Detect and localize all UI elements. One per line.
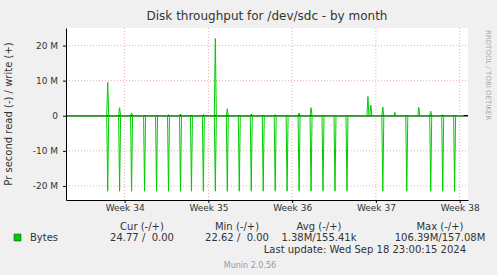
legend-column-value: 24.77 / 0.00 xyxy=(110,232,174,243)
y-tick: -10 M xyxy=(33,146,66,156)
grid-line-x xyxy=(375,28,376,200)
y-tick-label: -10 M xyxy=(33,146,58,156)
x-axis-line xyxy=(67,200,469,201)
x-tick-label: Week 37 xyxy=(357,203,396,213)
x-tick: Week 34 xyxy=(106,200,145,213)
chart: -20 M -10 M 0 10 M 20 M Week 34 Week 35 Week 36… xyxy=(0,0,497,275)
y-tick-mark xyxy=(63,116,66,117)
x-tick-label: Week 34 xyxy=(106,203,145,213)
x-tick-label: Week 35 xyxy=(189,203,228,213)
y-tick-mark xyxy=(63,186,66,187)
watermark: RRDTOOL / TOBI OETIKER xyxy=(484,30,492,120)
x-tick: Week 36 xyxy=(273,200,312,213)
last-update: Last update: Wed Sep 18 23:00:15 2024 xyxy=(264,244,466,255)
legend-column-header: Cur (-/+) xyxy=(120,221,164,232)
grid-line-x xyxy=(124,28,125,200)
x-tick: Week 35 xyxy=(189,200,228,213)
x-axis: Week 34 Week 35 Week 36 Week 37 Week 38 xyxy=(67,200,480,213)
y-tick: 20 M xyxy=(36,41,66,51)
grid-line-y xyxy=(66,185,468,186)
grid-line-x xyxy=(292,28,293,200)
y-tick: -20 M xyxy=(33,181,66,191)
legend-column-value: 106.39M/157.08M xyxy=(395,232,486,243)
y-tick-mark xyxy=(63,46,66,47)
legend: Bytes Cur (-/+) Min (-/+) Avg (-/+) Max (-/+… xyxy=(14,221,485,243)
background xyxy=(0,0,497,275)
data-line xyxy=(66,39,464,116)
x-tick: Week 37 xyxy=(357,200,396,213)
plot-area xyxy=(66,28,468,200)
x-tick-label: Week 38 xyxy=(441,203,480,213)
y-axis-title: Pr second read (-) / write (+) xyxy=(3,42,14,185)
data-line xyxy=(66,116,464,191)
y-tick-label: 20 M xyxy=(36,41,58,51)
series-group xyxy=(66,39,464,192)
legend-column-value: 1.38M/155.41k xyxy=(281,232,356,243)
x-tick-label: Week 36 xyxy=(273,203,312,213)
title: Disk throughput for /dev/sdc - by month xyxy=(147,9,388,23)
footer: Munin 2.0.56 xyxy=(224,261,276,270)
y-tick-mark xyxy=(63,81,66,82)
x-tick: Week 38 xyxy=(441,200,480,213)
grid-line-y xyxy=(66,45,468,46)
grid-line-y xyxy=(66,80,468,81)
grid-line-x xyxy=(459,28,460,200)
grid-line-x xyxy=(208,28,209,200)
y-tick: 0 xyxy=(52,111,66,121)
legend-column-value: 22.62 / 0.00 xyxy=(205,232,269,243)
legend-column-header: Avg (-/+) xyxy=(297,221,342,232)
y-tick-label: 10 M xyxy=(36,76,58,86)
y-axis: -20 M -10 M 0 10 M 20 M xyxy=(33,29,67,201)
y-axis-line xyxy=(66,29,67,201)
legend-column-header: Max (-/+) xyxy=(416,221,463,232)
y-tick-label: -20 M xyxy=(33,181,58,191)
legend-swatch xyxy=(14,234,21,241)
legend-label: Bytes xyxy=(30,232,58,243)
legend-column-header: Min (-/+) xyxy=(215,221,259,232)
grid xyxy=(66,28,468,200)
y-tick-label: 0 xyxy=(52,111,58,121)
y-tick: 10 M xyxy=(36,76,66,86)
y-tick-mark xyxy=(63,151,66,152)
